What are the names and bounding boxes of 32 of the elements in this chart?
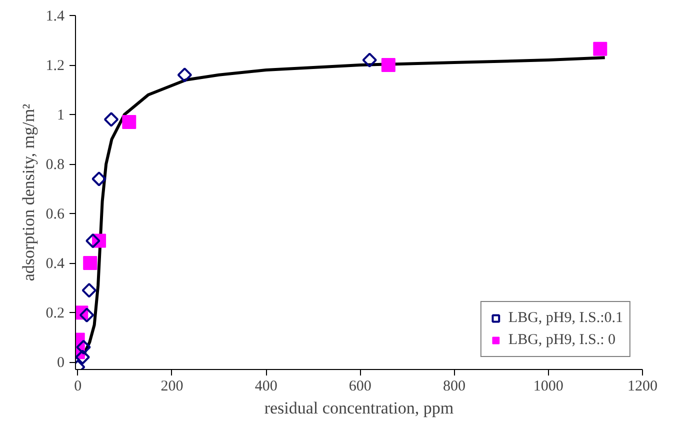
x-tick-label: 1000 bbox=[533, 378, 564, 394]
y-tick-label: 0.8 bbox=[46, 157, 64, 174]
point bbox=[593, 42, 608, 56]
point bbox=[82, 282, 97, 298]
point bbox=[104, 112, 119, 127]
point bbox=[83, 256, 98, 270]
legend-label: LBG, pH9, I.S.:0.1 bbox=[508, 310, 623, 326]
y-tick-label: 1 bbox=[57, 108, 64, 124]
point bbox=[177, 68, 192, 82]
x-tick-label: 0 bbox=[74, 378, 82, 394]
point bbox=[86, 233, 100, 248]
x-tick-label: 400 bbox=[254, 378, 278, 394]
point bbox=[381, 58, 396, 72]
x-tick-label: 1200 bbox=[628, 378, 658, 394]
y-axis-title: adsorption density, mg/m² bbox=[18, 104, 38, 282]
x-tick-label: 200 bbox=[160, 378, 184, 394]
y-tick-label: 0 bbox=[57, 355, 64, 372]
x-axis-title: residual concentration, ppm bbox=[264, 398, 454, 418]
point bbox=[362, 52, 377, 68]
point bbox=[79, 308, 94, 322]
point bbox=[76, 350, 90, 364]
legend-label: LBG, pH9, I.S.: 0 bbox=[508, 332, 616, 348]
x-tick-label: 800 bbox=[443, 378, 466, 394]
y-tick-label: 1.2 bbox=[46, 58, 64, 74]
point bbox=[122, 114, 136, 129]
y-tick-label: 0.4 bbox=[46, 256, 65, 272]
y-tick-label: 0.6 bbox=[46, 206, 65, 223]
y-tick-label: 0.2 bbox=[46, 306, 64, 322]
x-tick-label: 600 bbox=[348, 378, 372, 394]
point bbox=[92, 172, 106, 186]
point bbox=[76, 340, 91, 355]
y-tick-label: 1.4 bbox=[46, 8, 65, 24]
